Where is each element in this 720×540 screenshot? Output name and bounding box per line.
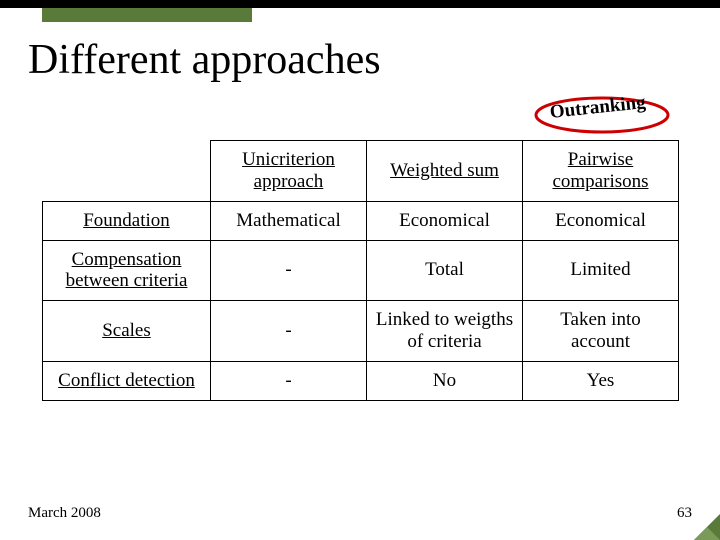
- row-header: Conflict detection: [43, 361, 211, 400]
- corner-fold-icon: [694, 514, 720, 540]
- accent-bar: [42, 8, 252, 22]
- comparison-table: Unicriterion approach Weighted sum Pairw…: [42, 140, 678, 401]
- table-cell: Mathematical: [211, 201, 367, 240]
- top-bar: [0, 0, 720, 8]
- slide-title: Different approaches: [28, 36, 381, 84]
- row-header: Foundation: [43, 201, 211, 240]
- table-corner-cell: [43, 141, 211, 202]
- col-header: Unicriterion approach: [211, 141, 367, 202]
- col-header: Pairwise comparisons: [523, 141, 679, 202]
- row-header: Compensation between criteria: [43, 240, 211, 301]
- table-row: Scales - Linked to weigths of criteria T…: [43, 301, 679, 362]
- col-header: Weighted sum: [367, 141, 523, 202]
- table-cell: Yes: [523, 361, 679, 400]
- table-cell: Linked to weigths of criteria: [367, 301, 523, 362]
- table-row: Conflict detection - No Yes: [43, 361, 679, 400]
- table-cell: -: [211, 361, 367, 400]
- table-cell: -: [211, 301, 367, 362]
- outranking-callout: Outranking: [532, 94, 672, 134]
- table-row: Foundation Mathematical Economical Econo…: [43, 201, 679, 240]
- table-cell: -: [211, 240, 367, 301]
- footer-date: March 2008: [28, 505, 101, 522]
- table-cell: Economical: [367, 201, 523, 240]
- table-cell: No: [367, 361, 523, 400]
- footer-page-number: 63: [677, 505, 692, 522]
- row-header: Scales: [43, 301, 211, 362]
- table-cell: Limited: [523, 240, 679, 301]
- table-cell: Total: [367, 240, 523, 301]
- table-header-row: Unicriterion approach Weighted sum Pairw…: [43, 141, 679, 202]
- table-cell: Economical: [523, 201, 679, 240]
- table: Unicriterion approach Weighted sum Pairw…: [42, 140, 679, 401]
- table-row: Compensation between criteria - Total Li…: [43, 240, 679, 301]
- table-cell: Taken into account: [523, 301, 679, 362]
